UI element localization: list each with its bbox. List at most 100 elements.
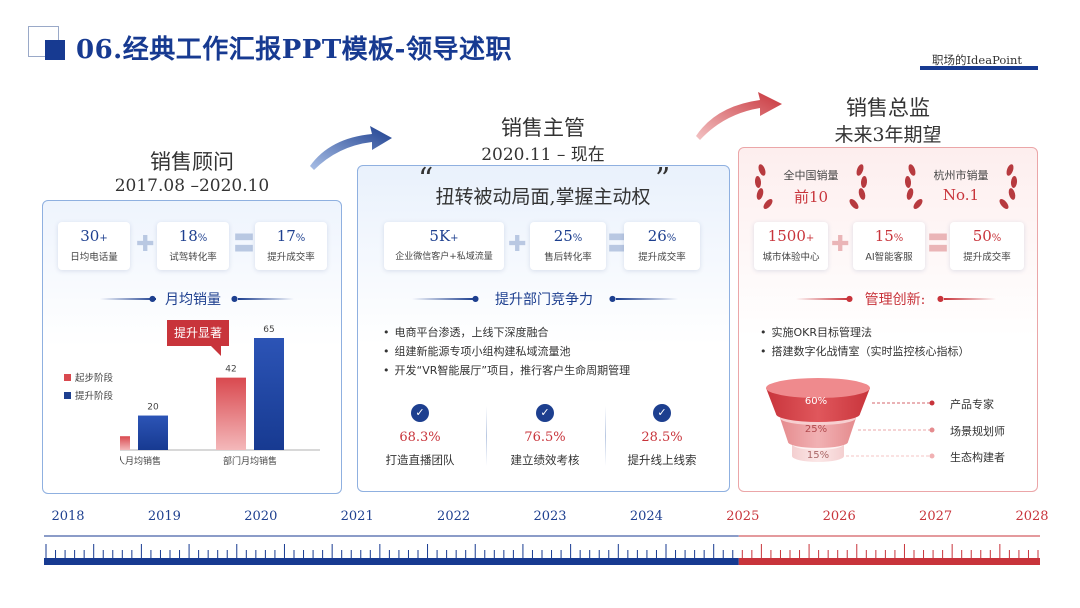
legend-label: 起步阶段 <box>75 373 114 384</box>
bar-1-1 <box>254 338 284 450</box>
equals-icon: 〓 <box>233 232 256 257</box>
timeline-year-2028: 2028 <box>1015 509 1049 524</box>
stat-suffix: + <box>805 233 815 244</box>
bar-value-label: 65 <box>263 325 274 335</box>
timeline-year-2023: 2023 <box>533 509 567 524</box>
timeline-ruler <box>44 535 1040 565</box>
col1-period: 2017.08 –2020.10 <box>114 176 270 196</box>
kpi-label: 打造直播团队 <box>385 453 455 467</box>
divider-line <box>238 298 294 300</box>
divider-line <box>944 298 996 300</box>
monthly-sales-chart: 820个人月均销售4265部门月均销售 <box>120 325 320 467</box>
col2-bullet: 开发“VR智能展厅”项目，推行客户生命周期管理 <box>383 362 631 378</box>
timeline-year-2018: 2018 <box>51 509 85 524</box>
bar-0-0 <box>120 436 130 450</box>
col3-panel <box>738 147 1038 492</box>
category-label: 个人月均销售 <box>120 455 161 467</box>
stat-label: 提升成交率 <box>638 252 686 263</box>
col2-bullet: 电商平台渗透，上线下深度融合 <box>383 324 549 340</box>
talent-funnel <box>766 378 935 462</box>
kpi-value: 76.5% <box>524 430 566 445</box>
bullet-dot-icon: ● <box>149 294 156 303</box>
col2-bullet: 组建新能源专项小组构建私域流量池 <box>383 343 571 359</box>
red-curve-arrow-icon <box>696 92 782 140</box>
header-decor-square <box>45 40 65 60</box>
legend-label: 提升阶段 <box>75 391 114 402</box>
blue-curve-arrow-icon <box>310 126 392 170</box>
check-circle-icon: ✓ <box>411 404 429 422</box>
col1-title: 销售顾问 <box>150 150 234 174</box>
stat-value: 26 <box>647 227 667 245</box>
page-title: 06.经典工作汇报PPT模板-领导述职 <box>76 35 512 65</box>
stat-label: 提升成交率 <box>963 252 1011 263</box>
timeline-year-2022: 2022 <box>437 509 471 524</box>
bullet-dot-icon: ● <box>472 294 479 303</box>
bar-0-1 <box>138 415 168 450</box>
col1-stat-testdrive: 18% 试驾转化率 <box>157 222 229 270</box>
col3-section-title: 管理创新: <box>864 292 926 308</box>
timeline-year-2024: 2024 <box>629 509 663 524</box>
kpi-value: 28.5% <box>641 430 683 445</box>
kpi-divider <box>605 406 606 466</box>
brand-underline <box>920 66 1038 70</box>
kpi-divider <box>486 406 487 466</box>
col1-stat-calls: 30+ 日均电话量 <box>58 222 130 270</box>
stat-value: 5K <box>429 227 451 245</box>
stat-label: 城市体验中心 <box>762 252 820 263</box>
check-circle-icon: ✓ <box>536 404 554 422</box>
funnel-percent: 25% <box>804 424 828 435</box>
laurel-value: 前10 <box>793 188 829 206</box>
timeline-bar-future <box>738 558 1040 565</box>
laurel-wreath-icon <box>904 164 1018 209</box>
plus-icon: ✚ <box>508 232 527 257</box>
divider-line <box>412 298 474 300</box>
laurel-label: 杭州市销量 <box>933 169 989 182</box>
legend-swatch-start <box>64 374 71 381</box>
close-quote-icon: ” <box>655 162 671 197</box>
check-circle-icon: ✓ <box>653 404 671 422</box>
timeline-bar-past <box>44 558 739 565</box>
stat-label: 提升成交率 <box>267 252 315 263</box>
stat-label: 试驾转化率 <box>169 252 217 263</box>
timeline-year-2025: 2025 <box>726 509 760 524</box>
funnel-label: 生态构建者 <box>950 451 1005 464</box>
funnel-label: 产品专家 <box>950 398 994 411</box>
bar-1-0 <box>216 377 246 450</box>
col3-subtitle: 未来3年期望 <box>834 124 942 146</box>
col3-stat-centers: 1500+ 城市体验中心 <box>754 222 828 270</box>
stat-suffix: % <box>666 233 677 244</box>
timeline-year-2019: 2019 <box>147 509 181 524</box>
open-quote-icon: “ <box>418 162 434 197</box>
legend-swatch-improve <box>64 392 71 399</box>
bullet-dot-icon: ● <box>937 294 944 303</box>
timeline-year-2027: 2027 <box>919 509 953 524</box>
col2-stat-aftersale: 25% 售后转化率 <box>530 222 606 270</box>
timeline-year-2021: 2021 <box>340 509 374 524</box>
kpi-value: 68.3% <box>399 430 441 445</box>
col3-title: 销售总监 <box>846 96 930 120</box>
col2-title: 销售主管 <box>501 116 585 140</box>
stat-suffix: % <box>295 233 306 244</box>
laurel-value: No.1 <box>942 186 980 204</box>
equals-icon: 〓 <box>927 232 950 257</box>
col3-stat-ai: 15% AI智能客服 <box>853 222 925 270</box>
plus-icon: ✚ <box>136 232 155 257</box>
divider-line <box>796 298 848 300</box>
col3-bullet: 实施OKR目标管理法 <box>760 324 873 340</box>
divider-line <box>100 298 156 300</box>
divider-line <box>616 298 678 300</box>
category-label: 部门月均销售 <box>223 455 277 467</box>
stat-suffix: % <box>991 233 1002 244</box>
equals-icon: 〓 <box>607 232 630 257</box>
stat-value: 17 <box>276 227 296 245</box>
col2-section-title: 提升部门竞争力 <box>495 292 593 308</box>
bullet-dot-icon: ● <box>231 294 238 303</box>
kpi-label: 提升线上线索 <box>627 453 697 467</box>
col1-section-title: 月均销量 <box>165 292 221 308</box>
stat-suffix: % <box>893 233 904 244</box>
funnel-percent: 60% <box>804 396 828 407</box>
bar-value-label: 20 <box>147 403 159 413</box>
stat-label: 售后转化率 <box>544 252 592 263</box>
stat-value: 50 <box>972 227 992 245</box>
bullet-dot-icon: ● <box>609 294 616 303</box>
